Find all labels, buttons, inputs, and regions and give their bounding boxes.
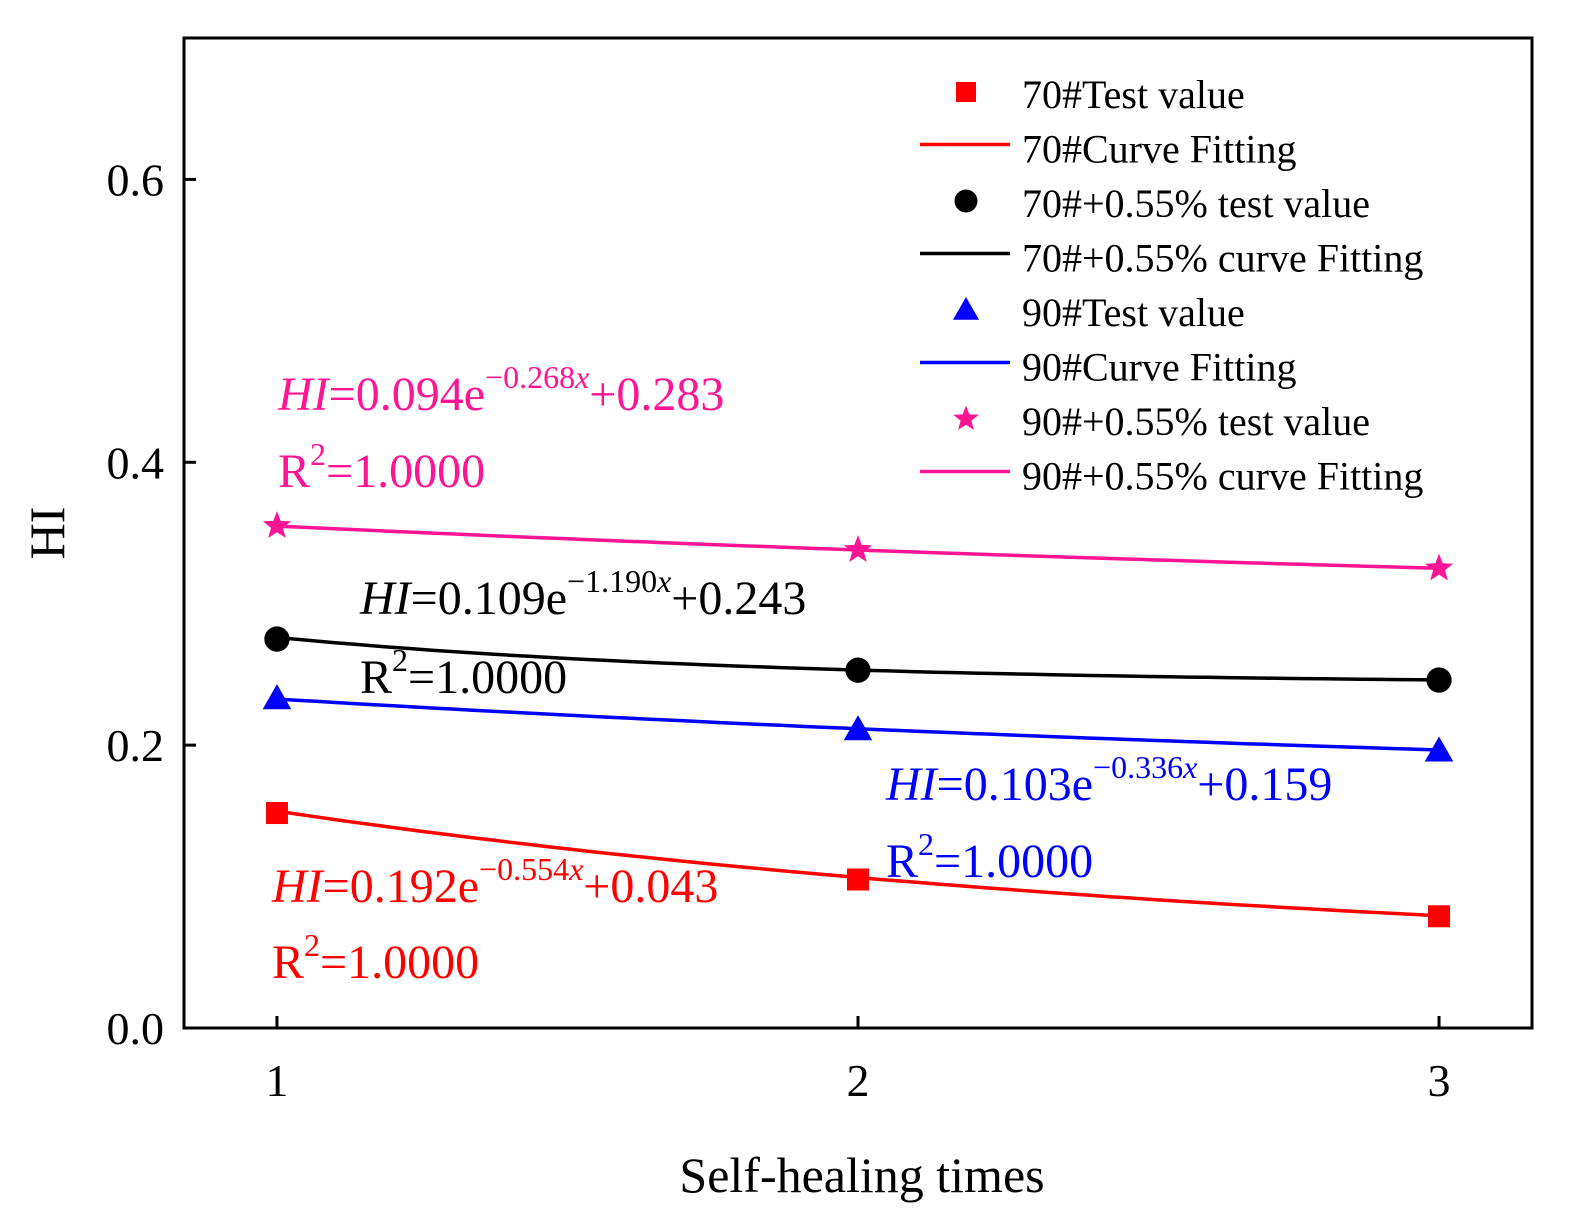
equation-2: HI=0.103e−0.336x+0.159 — [885, 749, 1332, 811]
equation-coef: =0.192e — [323, 860, 479, 913]
equation-const: +0.159 — [1197, 758, 1332, 811]
equation-lhs: HI — [271, 860, 325, 913]
y-tick-label-0.0: 0.0 — [107, 1003, 165, 1054]
equation-0: HI=0.192e−0.554x+0.043 — [271, 851, 718, 913]
equation-exp: −0.336 — [1093, 749, 1183, 785]
equation-const: +0.283 — [589, 368, 724, 421]
r-squared-label: R — [272, 936, 304, 989]
legend-marker-1 — [954, 189, 978, 213]
equation-lhs: HI — [359, 572, 413, 625]
data-point-3-2 — [1424, 553, 1454, 581]
data-point-0-1 — [847, 868, 869, 891]
equation-1: HI=0.109e−1.190x+0.243 — [359, 563, 806, 625]
equation-var: x — [568, 851, 583, 887]
r-squared-exp: 2 — [304, 927, 320, 963]
x-tick-label-3: 3 — [1428, 1055, 1451, 1106]
r-squared-value: =1.0000 — [934, 835, 1093, 888]
y-tick-label-0.4: 0.4 — [107, 437, 165, 488]
legend-label-test-0: 70#Test value — [1022, 72, 1245, 117]
legend-marker-0 — [956, 82, 976, 102]
legend: 70#Test value 70#Curve Fitting 70#+0.55% t… — [920, 72, 1423, 499]
data-point-1-2 — [1426, 667, 1452, 693]
r-squared-exp: 2 — [310, 436, 326, 472]
data-point-3-1 — [843, 535, 873, 562]
legend-label-test-1: 70#+0.55% test value — [1022, 181, 1370, 226]
y-axis-title: HI — [19, 507, 75, 560]
r-squared-value: =1.0000 — [320, 936, 479, 989]
legend-marker-3 — [953, 405, 979, 430]
equation-lhs: HI — [277, 368, 331, 421]
legend-marker-2 — [953, 297, 979, 320]
legend-label-fit-3: 90#+0.55% curve Fitting — [1022, 454, 1423, 499]
r-squared-label: R — [360, 651, 392, 704]
legend-label-fit-1: 70#+0.55% curve Fitting — [1022, 236, 1423, 281]
r-squared-exp: 2 — [392, 642, 408, 678]
data-point-1-1 — [845, 657, 871, 683]
r-squared-label: R — [278, 445, 310, 498]
r-squared-2: R2=1.0000 — [886, 826, 1093, 888]
r-squared-exp: 2 — [918, 826, 934, 862]
r-squared-label: R — [886, 835, 918, 888]
axis-ticks: 1 2 3 0.0 0.2 0.4 0.6 — [107, 154, 1451, 1106]
data-point-0-2 — [1428, 905, 1451, 928]
equation-const: +0.243 — [671, 572, 806, 625]
data-point-3-0 — [262, 511, 292, 538]
equation-coef: =0.109e — [411, 572, 567, 625]
equation-lhs: HI — [885, 758, 939, 811]
legend-label-test-3: 90#+0.55% test value — [1022, 399, 1370, 444]
equation-var: x — [574, 359, 589, 395]
data-point-2-1 — [843, 715, 873, 741]
r-squared-value: =1.0000 — [408, 651, 567, 704]
equation-var: x — [1182, 749, 1197, 785]
data-point-2-0 — [262, 684, 292, 710]
r-squared-1: R2=1.0000 — [360, 642, 567, 704]
x-axis-title: Self-healing times — [679, 1147, 1044, 1203]
y-tick-label-0.6: 0.6 — [107, 154, 165, 205]
equation-var: x — [656, 563, 671, 599]
x-tick-label-2: 2 — [847, 1055, 870, 1106]
y-tick-label-0.2: 0.2 — [107, 720, 165, 771]
r-squared-value: =1.0000 — [326, 445, 485, 498]
data-point-0-0 — [265, 802, 288, 825]
r-squared-0: R2=1.0000 — [272, 927, 479, 989]
equations: HI=0.192e−0.554x+0.043R2=1.0000HI=0.109e… — [271, 359, 1332, 989]
equation-coef: =0.103e — [937, 758, 1093, 811]
data-points — [262, 511, 1454, 928]
equation-exp: −0.554 — [479, 851, 569, 887]
r-squared-3: R2=1.0000 — [278, 436, 485, 498]
equation-exp: −1.190 — [567, 563, 657, 599]
legend-label-fit-0: 70#Curve Fitting — [1022, 127, 1296, 172]
equation-3: HI=0.094e−0.268x+0.283 — [277, 359, 724, 421]
legend-label-test-2: 90#Test value — [1022, 290, 1245, 335]
data-point-2-2 — [1424, 736, 1454, 762]
legend-label-fit-2: 90#Curve Fitting — [1022, 345, 1296, 390]
equation-exp: −0.268 — [485, 359, 575, 395]
equation-coef: =0.094e — [329, 368, 485, 421]
equation-const: +0.043 — [583, 860, 718, 913]
x-tick-label-1: 1 — [265, 1055, 288, 1106]
data-point-1-0 — [264, 626, 290, 652]
